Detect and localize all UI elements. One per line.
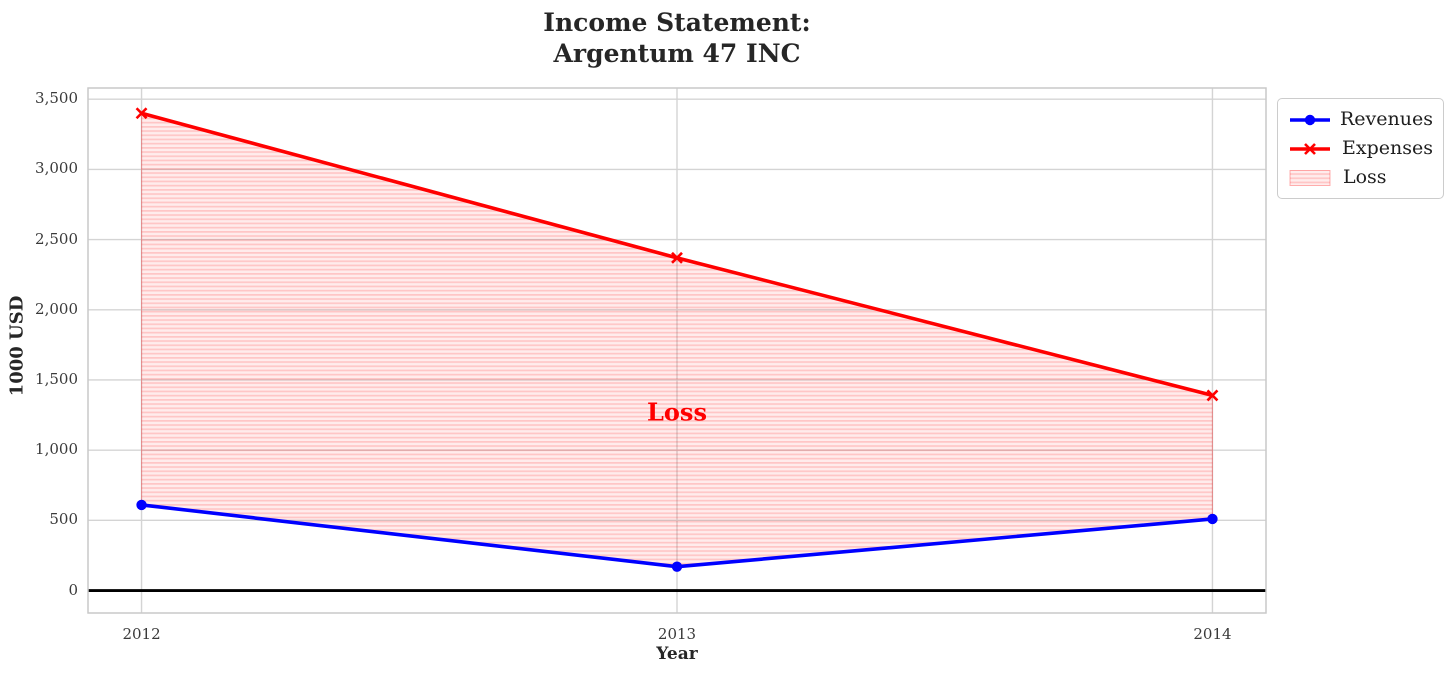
legend-label-revenues: Revenues: [1340, 108, 1433, 130]
revenues-marker: [136, 499, 147, 511]
x-tick-label: 2012: [122, 625, 161, 643]
revenues-marker: [1207, 513, 1218, 525]
y-tick-label: 2,500: [35, 229, 78, 248]
y-tick-label: 1,000: [35, 440, 78, 459]
expenses-marker: [135, 107, 148, 120]
plot-border: [87, 87, 1267, 614]
legend: Revenues Expenses Loss: [1277, 98, 1444, 199]
legend-label-expenses: Expenses: [1342, 137, 1433, 159]
expenses-marker: [1206, 389, 1219, 402]
x-tick-label: 2013: [657, 625, 697, 643]
legend-item-expenses: Expenses: [1287, 137, 1433, 160]
loss-patch-icon: [1289, 169, 1331, 186]
y-tick-label: 3,000: [35, 159, 78, 178]
x-axis-label: Year: [656, 644, 698, 664]
chart-title: Income Statement: Argentum 47 INC: [543, 8, 811, 68]
legend-item-loss: Loss: [1287, 166, 1433, 189]
y-tick-label: 500: [49, 510, 78, 529]
legend-label-loss: Loss: [1343, 166, 1387, 188]
revenues-marker: [671, 561, 683, 572]
revenues-line-icon: [1290, 114, 1330, 125]
y-tick-label: 3,500: [35, 89, 78, 108]
expenses-line-icon: [1290, 142, 1330, 155]
loss-annotation: Loss: [647, 397, 707, 426]
legend-item-revenues: Revenues: [1287, 108, 1433, 131]
y-tick-label: 0: [68, 580, 78, 599]
expenses-marker: [671, 251, 683, 264]
x-tick-label: 2014: [1193, 625, 1232, 643]
y-tick-label: 2,000: [35, 299, 78, 318]
y-tick-label: 1,500: [35, 369, 78, 388]
